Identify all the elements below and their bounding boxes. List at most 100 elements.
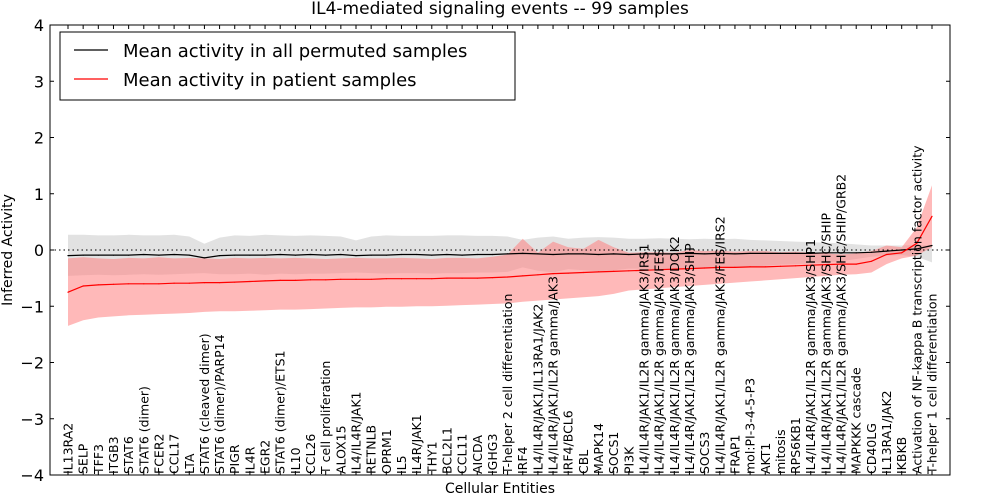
- data-point: [112, 254, 115, 256]
- data-point: [825, 264, 827, 266]
- data-point: [901, 249, 903, 251]
- x-axis-label: Cellular Entities: [445, 481, 555, 497]
- x-tick-label: IL4/IL4R/JAK1/IL13RA1/JAK2: [530, 304, 545, 474]
- x-tick-label: mol:PI-3-4-5-P3: [743, 378, 758, 474]
- y-tick-label: 2: [34, 129, 44, 148]
- x-tick-label: IL4/IL4R/JAK1/IL2R gamma/JAK3/SHP1: [803, 239, 818, 474]
- data-point: [764, 252, 766, 254]
- x-tick-label: LTA: [182, 453, 197, 474]
- data-point: [203, 282, 205, 284]
- x-tick-label: T cell proliferation: [318, 361, 333, 475]
- data-point: [931, 215, 933, 217]
- data-point: [249, 254, 251, 256]
- data-point: [643, 269, 645, 271]
- confidence-bands: [68, 185, 932, 326]
- legend-label-permuted: Mean activity in all permuted samples: [123, 41, 467, 62]
- x-tick-label: MAPK14: [591, 423, 606, 474]
- x-tick-label: PI3K: [621, 446, 636, 474]
- data-point: [446, 253, 448, 256]
- x-tick-label: IL4/IL4R/JAK1/IL2R gamma/JAK3/DOK2: [667, 236, 682, 474]
- data-point: [734, 266, 736, 268]
- x-tick-label: IL4/IL4R/JAK1/IL2R gamma/JAK3/SHIP: [682, 243, 697, 474]
- data-point: [203, 257, 205, 259]
- y-tick-label: −1: [20, 297, 44, 316]
- data-point: [749, 252, 751, 254]
- x-tick-label: AICDA: [470, 435, 485, 474]
- data-point: [734, 253, 736, 255]
- chart-title: IL4-mediated signaling events -- 99 samp…: [311, 0, 689, 19]
- data-point: [431, 254, 433, 256]
- data-point: [294, 254, 296, 256]
- x-tick-label: CBL: [576, 450, 591, 474]
- data-point: [219, 282, 221, 284]
- data-point: [643, 253, 645, 255]
- data-point: [325, 279, 327, 281]
- data-point: [704, 253, 706, 255]
- x-tick-label: TFF3: [91, 444, 106, 475]
- data-point: [507, 276, 509, 278]
- x-tick-label: IL4/IL4R/JAK1/IL2R gamma/JAK3/FES: [652, 249, 667, 474]
- data-point: [658, 269, 660, 271]
- x-tick-label: IL4/IL4R/JAK1/IL2R gamma/JAK3: [546, 276, 561, 474]
- x-tick-label: IRF4/BCL6: [561, 410, 576, 474]
- data-point: [597, 253, 600, 256]
- x-tick-label: IRF4: [515, 446, 530, 474]
- data-point: [234, 254, 236, 256]
- data-point: [870, 251, 873, 253]
- legend-label-patient: Mean activity in patient samples: [123, 70, 417, 91]
- data-point: [355, 278, 357, 280]
- x-tick-label: CCL11: [455, 434, 470, 474]
- data-point: [476, 277, 478, 279]
- x-tick-label: CD40LG: [864, 423, 879, 474]
- x-tick-label: ITGB3: [106, 436, 121, 474]
- data-point: [309, 279, 312, 281]
- x-tick-label: PIGR: [227, 444, 242, 474]
- data-point: [400, 278, 403, 280]
- x-tick-label: OPRM1: [379, 429, 394, 474]
- data-point: [552, 253, 554, 256]
- data-point: [112, 283, 115, 285]
- x-tick-label: RETNLB: [364, 425, 379, 474]
- x-tick-label: SOCS1: [606, 432, 621, 474]
- x-tick-label: IL4/IL4R/JAK1/IL2R gamma/JAK3/FES/IRS2: [712, 216, 727, 474]
- legend-box: [59, 31, 516, 101]
- x-tick-label: IL4/IL4R/JAK1: [349, 392, 364, 474]
- data-point: [764, 266, 766, 268]
- data-point: [188, 282, 190, 284]
- x-tick-label: ALOX15: [333, 425, 348, 474]
- data-point: [294, 279, 296, 281]
- series-line-permuted: [67, 244, 933, 259]
- data-point: [613, 270, 615, 272]
- data-point: [810, 252, 812, 254]
- x-tick-label: CCL26: [303, 434, 318, 474]
- data-point: [855, 263, 857, 265]
- data-point: [597, 271, 600, 273]
- x-tick-label: STAT6 (cleaved dimer): [197, 333, 212, 474]
- data-point: [704, 267, 706, 269]
- x-tick-label: STAT6 (dimer)/ETS1: [273, 350, 288, 474]
- data-point: [143, 253, 145, 256]
- data-point: [128, 254, 130, 256]
- data-point: [128, 283, 130, 285]
- x-tick-label: mitosis: [773, 429, 788, 474]
- x-tick-label: IL5: [394, 455, 409, 474]
- data-point: [825, 252, 827, 254]
- x-tick-label: T-helper 2 cell differentiation: [500, 294, 515, 475]
- x-tick-label: IL10: [288, 447, 303, 474]
- data-point: [840, 263, 842, 265]
- data-point: [628, 253, 630, 256]
- y-tick-label: 0: [34, 241, 44, 260]
- x-tick-label: IL4R: [242, 446, 257, 474]
- x-tick-label: EGR2: [258, 440, 273, 474]
- data-point: [719, 266, 721, 268]
- data-point: [522, 252, 524, 254]
- x-tick-label: RPS6KB1: [788, 417, 803, 474]
- data-point: [855, 252, 857, 254]
- x-tick-label: FCER2: [151, 434, 166, 474]
- data-point: [355, 255, 357, 257]
- x-tick-label: BCL2L1: [439, 427, 454, 474]
- data-point: [416, 278, 418, 280]
- x-tick-label: IL4/IL4R/JAK1/IL2R gamma/JAK3/SHC/SHIP/G…: [834, 174, 849, 474]
- x-tick-label: IL13RA1/JAK2: [879, 390, 894, 474]
- x-tick-label: SOCS3: [697, 432, 712, 474]
